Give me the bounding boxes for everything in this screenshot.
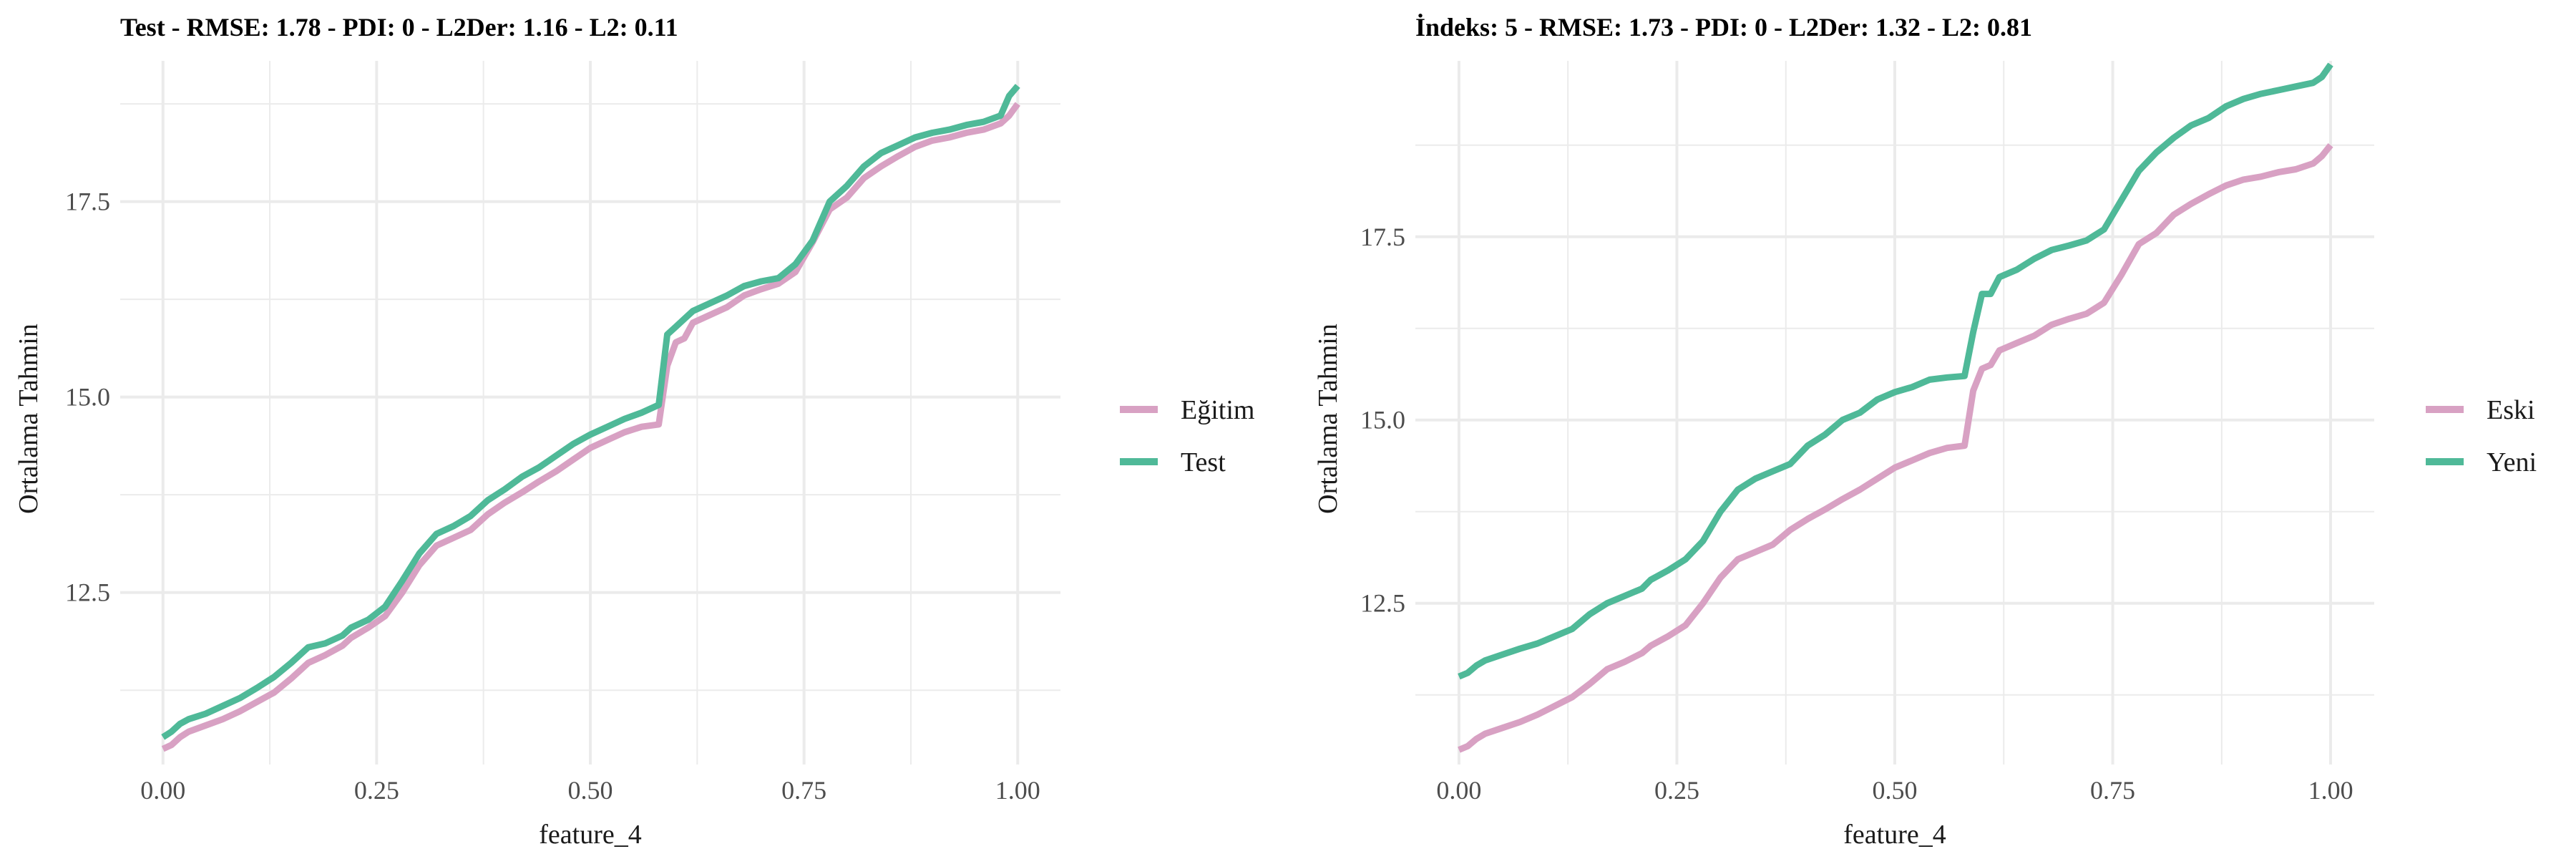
legend-label-yeni: Yeni	[2487, 447, 2537, 477]
chart-2-x-ticks: 0.00 0.25 0.50 0.75 1.00	[1436, 776, 2353, 805]
chart-2-grid	[1415, 61, 2374, 765]
chart-2-ytick: 15.0	[1360, 406, 1405, 435]
chart-2-x-axis-label: feature_4	[1843, 820, 1946, 850]
chart-1-series	[161, 84, 1020, 752]
chart-1-xtick: 0.50	[568, 776, 613, 805]
chart-2-xtick: 0.00	[1436, 776, 1481, 805]
chart-2-title: İndeks: 5 - RMSE: 1.73 - PDI: 0 - L2Der:…	[1415, 13, 2032, 42]
chart-2-ytick: 12.5	[1360, 589, 1405, 618]
legend-label-test: Test	[1181, 447, 1226, 477]
chart-1-ytick: 17.5	[65, 188, 110, 216]
series-line-eski	[1458, 142, 2333, 753]
series-line-test	[161, 84, 1020, 740]
chart-1-x-ticks: 0.00 0.25 0.50 0.75 1.00	[140, 776, 1040, 805]
chart-2-y-ticks: 12.5 15.0 17.5	[1360, 223, 1405, 618]
chart-panel-1: Test - RMSE: 1.78 - PDI: 0 - L2Der: 1.16…	[14, 13, 1254, 850]
chart-1-title: Test - RMSE: 1.78 - PDI: 0 - L2Der: 1.16…	[120, 13, 678, 42]
series-line-yeni	[1458, 62, 2333, 680]
chart-2-xtick: 0.25	[1654, 776, 1699, 805]
chart-2-xtick: 1.00	[2308, 776, 2353, 805]
chart-1-y-ticks: 12.5 15.0 17.5	[65, 188, 110, 607]
chart-1-xtick: 1.00	[995, 776, 1040, 805]
legend-label-eski: Eski	[2487, 395, 2535, 425]
chart-2-ytick: 17.5	[1360, 223, 1405, 251]
chart-1-grid	[120, 61, 1060, 765]
chart-2-series	[1458, 62, 2333, 753]
chart-1-xtick: 0.25	[354, 776, 399, 805]
chart-1-xtick: 0.75	[781, 776, 826, 805]
chart-1-x-axis-label: feature_4	[539, 820, 641, 850]
chart-panel-2: İndeks: 5 - RMSE: 1.73 - PDI: 0 - L2Der:…	[1313, 13, 2537, 850]
chart-2-xtick: 0.75	[2090, 776, 2135, 805]
chart-1-legend: Eğitim Test	[1120, 395, 1254, 477]
legend-label-egitim: Eğitim	[1181, 395, 1254, 425]
chart-2-xtick: 0.50	[1873, 776, 1918, 805]
chart-1-ytick: 15.0	[65, 383, 110, 412]
chart-1-ytick: 12.5	[65, 578, 110, 607]
chart-1-y-axis-label: Ortalama Tahmin	[14, 324, 44, 514]
chart-1-xtick: 0.00	[140, 776, 185, 805]
chart-2-y-axis-label: Ortalama Tahmin	[1313, 324, 1343, 514]
chart-2-legend: Eski Yeni	[2426, 395, 2537, 477]
series-line-egitim	[161, 102, 1020, 752]
